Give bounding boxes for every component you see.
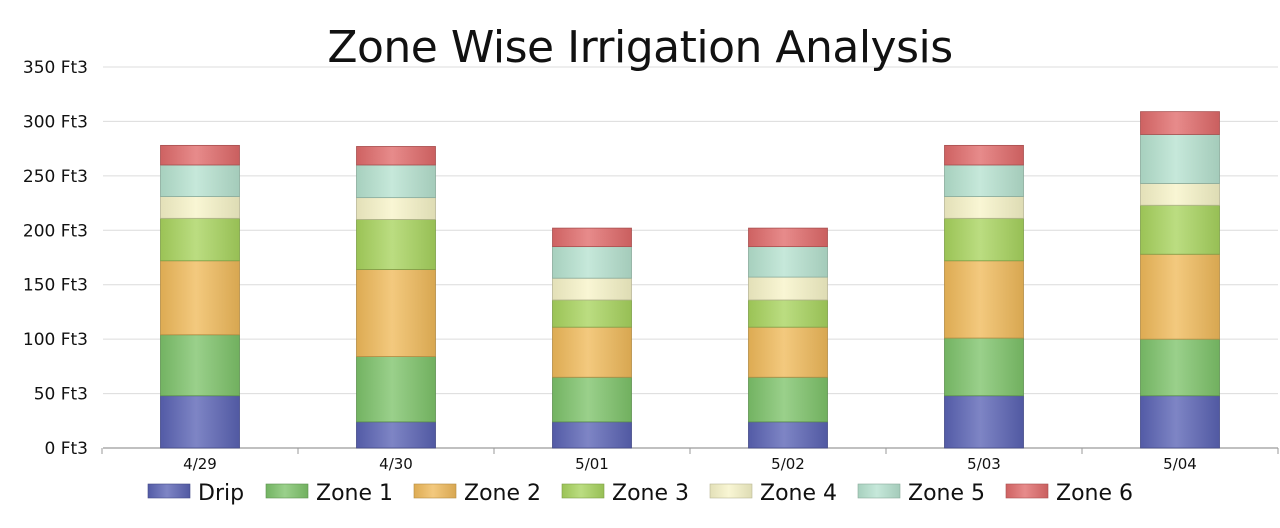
bar-segment-zone-2: [1140, 253, 1220, 340]
bar-segment-zone-6: [748, 227, 828, 248]
bar-segment-zone-1: [356, 356, 436, 423]
legend-swatch: [1005, 483, 1049, 499]
legend-label: Zone 5: [908, 481, 985, 506]
bar-segment-zone-5: [160, 164, 240, 197]
bar-segment-drip: [552, 421, 632, 449]
bar-segment-zone-3: [944, 217, 1024, 262]
y-tick-label: 300 Ft3: [23, 112, 88, 132]
bar-segment-zone-2: [748, 326, 828, 378]
bar-segment-zone-1: [944, 337, 1024, 397]
bar-segment-zone-6: [1140, 111, 1220, 135]
bar-segment-zone-1: [552, 376, 632, 423]
x-tick-label: 4/30: [379, 455, 413, 473]
bar-segment-zone-3: [160, 217, 240, 262]
bar-segment-zone-6: [944, 144, 1024, 166]
bar-segment-zone-1: [748, 376, 828, 423]
legend-swatch: [265, 483, 309, 499]
legend-label: Zone 3: [612, 481, 689, 506]
bar-segment-zone-4: [748, 276, 828, 301]
y-tick-label: 50 Ft3: [34, 385, 88, 405]
bar-segment-drip: [1140, 395, 1220, 449]
bar-segment-zone-4: [944, 196, 1024, 219]
bar-segment-zone-2: [944, 260, 1024, 339]
bar-segment-zone-1: [1140, 338, 1220, 397]
bar-segment-zone-2: [160, 260, 240, 336]
bar-segment-zone-5: [944, 164, 1024, 197]
legend-label: Zone 2: [464, 481, 541, 506]
bar-segment-drip: [160, 395, 240, 449]
legend-swatch: [709, 483, 753, 499]
bar-segment-zone-5: [1140, 134, 1220, 184]
y-tick-label: 100 Ft3: [23, 330, 88, 350]
bar-segment-zone-2: [552, 326, 632, 378]
x-tick-label: 5/01: [575, 455, 609, 473]
y-tick-label: 200 Ft3: [23, 221, 88, 241]
legend-label: Zone 4: [760, 481, 837, 506]
chart-title: Zone Wise Irrigation Analysis: [327, 22, 953, 73]
bar-segment-zone-3: [356, 218, 436, 270]
bar-segment-zone-5: [552, 246, 632, 279]
bar-segment-zone-4: [552, 277, 632, 301]
legend-swatch: [147, 483, 191, 499]
bar-segment-drip: [944, 395, 1024, 449]
bar-segment-zone-3: [748, 299, 828, 328]
bar-segment-drip: [748, 421, 828, 449]
legend-swatch: [413, 483, 457, 499]
x-tick-label: 5/04: [1163, 455, 1197, 473]
x-tick-label: 5/02: [771, 455, 805, 473]
y-tick-label: 150 Ft3: [23, 276, 88, 296]
legend-swatch: [857, 483, 901, 499]
bar-segment-zone-4: [1140, 183, 1220, 206]
bar-segment-zone-5: [748, 246, 828, 278]
y-tick-label: 350 Ft3: [23, 58, 88, 78]
bar-segment-zone-5: [356, 164, 436, 199]
x-tick-label: 5/03: [967, 455, 1001, 473]
y-tick-label: 0 Ft3: [45, 439, 88, 459]
bar-segment-zone-6: [552, 227, 632, 248]
legend-label: Zone 6: [1056, 481, 1133, 506]
legend-label: Drip: [198, 481, 244, 506]
x-tick-label: 4/29: [183, 455, 217, 473]
bar-segment-zone-4: [160, 196, 240, 219]
bar-segment-zone-3: [552, 299, 632, 328]
legend-swatch: [561, 483, 605, 499]
bar-segment-zone-2: [356, 269, 436, 357]
bar-segment-zone-6: [160, 144, 240, 166]
y-tick-label: 250 Ft3: [23, 167, 88, 187]
legend-label: Zone 1: [316, 481, 393, 506]
bar-segment-zone-6: [356, 146, 436, 166]
bar-segment-drip: [356, 421, 436, 449]
bar-segment-zone-1: [160, 334, 240, 397]
bar-segment-zone-4: [356, 197, 436, 220]
bar-segment-zone-3: [1140, 204, 1220, 255]
